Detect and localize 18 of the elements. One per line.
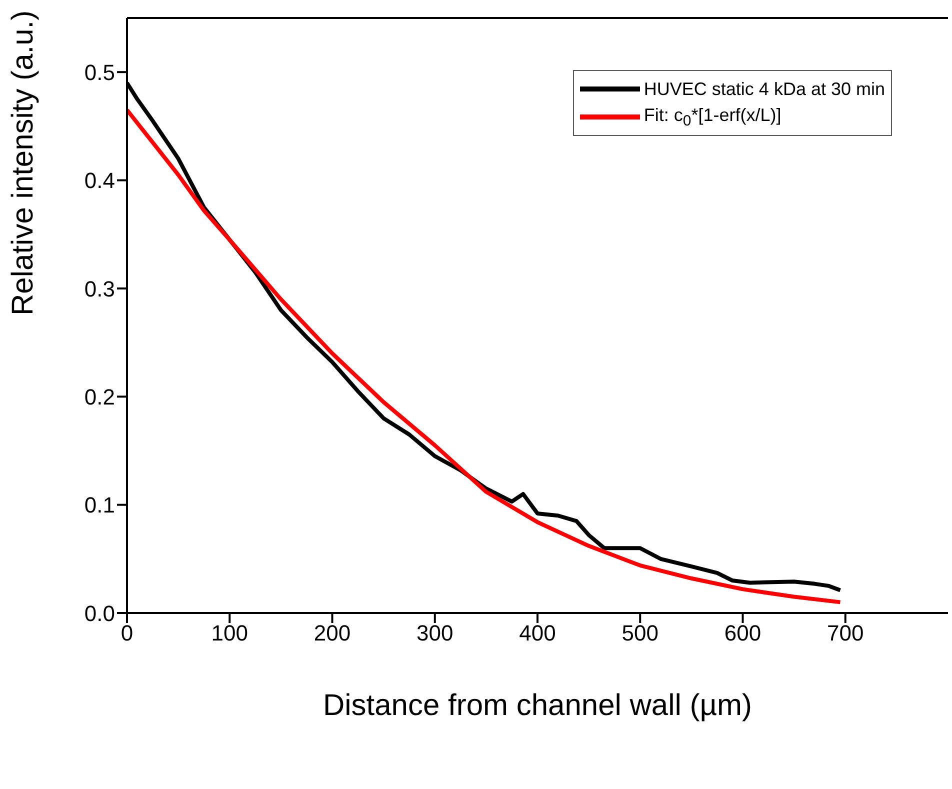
- x-tick-label: 400: [519, 620, 556, 646]
- y-tick-label: 0.0: [84, 600, 115, 626]
- y-tick-label: 0.2: [84, 384, 115, 410]
- y-axis-title: Relative intensity (a.u.): [6, 10, 40, 316]
- y-tick-label: 0.1: [84, 492, 115, 518]
- x-tick-label: 600: [724, 620, 762, 646]
- x-tick-label: 700: [827, 620, 864, 646]
- y-tick-label: 0.4: [84, 168, 115, 194]
- y-tick-label: 0.5: [84, 60, 115, 85]
- y-tick-label: 0.3: [84, 276, 115, 302]
- x-tick-label: 300: [416, 620, 454, 646]
- x-tick-label: 500: [622, 620, 658, 646]
- x-axis-title: Distance from channel wall (µm): [322, 689, 752, 722]
- x-tick-label: 100: [211, 620, 248, 646]
- legend-label: HUVEC static 4 kDa at 30 min: [644, 78, 885, 100]
- x-tick-label: 0: [120, 620, 134, 646]
- x-tick-label: 200: [314, 620, 351, 646]
- legend-label: Fit: c$_{0}$*[1-erf(x/L)]: [644, 104, 782, 130]
